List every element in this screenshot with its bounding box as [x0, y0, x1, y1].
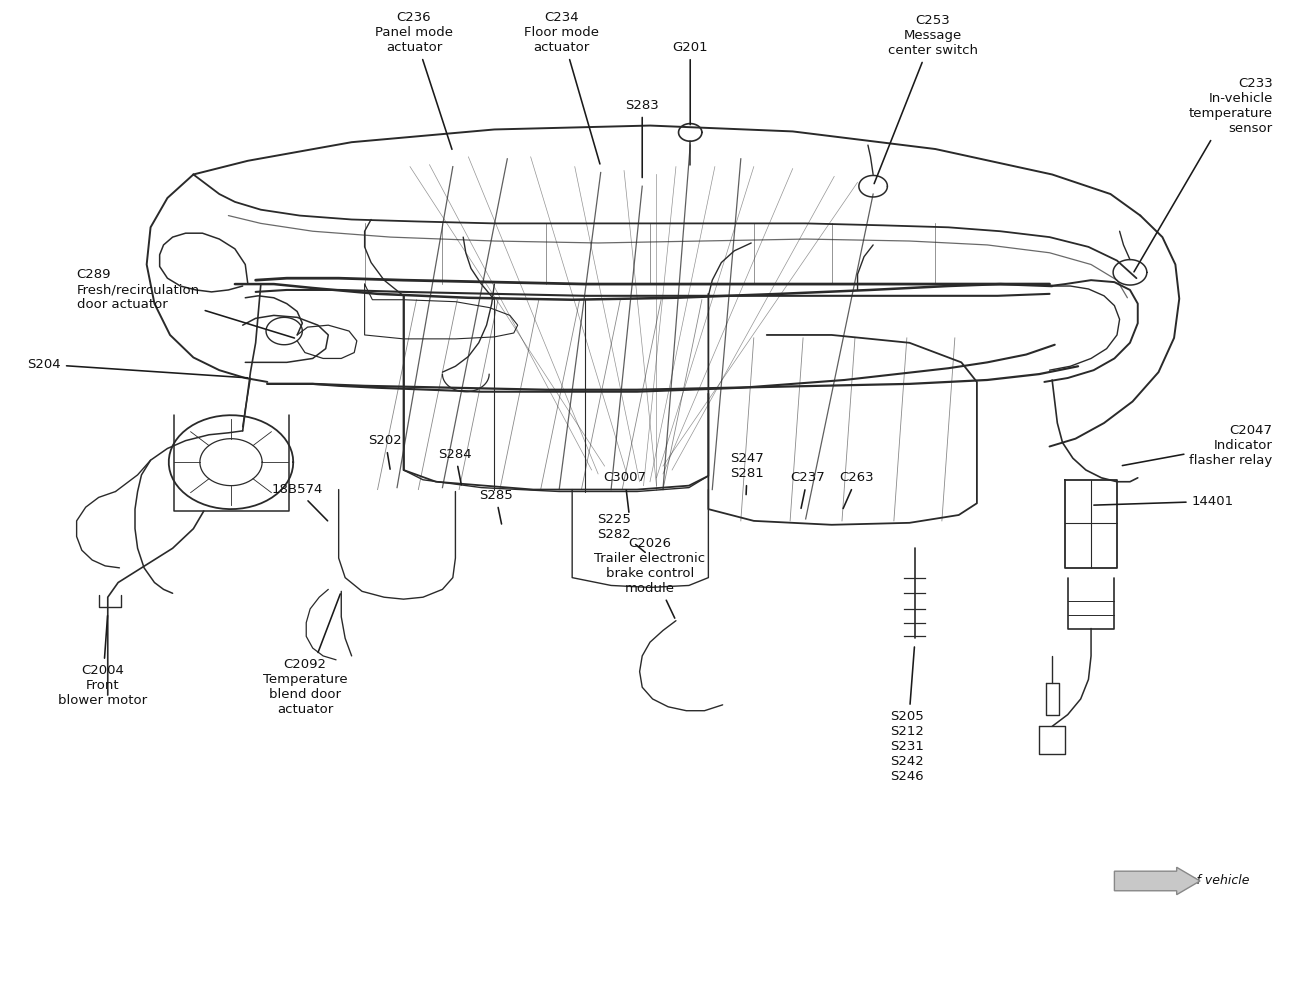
- Text: C2026
Trailer electronic
brake control
module: C2026 Trailer electronic brake control m…: [594, 537, 706, 618]
- Text: C289
Fresh/recirculation
door actuator: C289 Fresh/recirculation door actuator: [77, 268, 295, 338]
- FancyArrow shape: [1114, 867, 1200, 895]
- Text: S225
S282: S225 S282: [597, 513, 645, 552]
- Text: S202: S202: [368, 435, 402, 469]
- Text: front of vehicle: front of vehicle: [1154, 874, 1249, 887]
- Text: G201: G201: [672, 42, 708, 125]
- Text: S247
S281: S247 S281: [731, 452, 764, 495]
- Text: S204: S204: [27, 357, 248, 378]
- Text: C3007: C3007: [603, 471, 646, 512]
- Text: S205
S212
S231
S242
S246: S205 S212 S231 S242 S246: [891, 646, 924, 783]
- Text: C2004
Front
blower motor: C2004 Front blower motor: [58, 616, 147, 707]
- Text: S285: S285: [478, 489, 512, 524]
- Text: C2092
Temperature
blend door
actuator: C2092 Temperature blend door actuator: [263, 594, 347, 716]
- Text: S284: S284: [438, 447, 472, 485]
- Text: C236
Panel mode
actuator: C236 Panel mode actuator: [374, 11, 452, 149]
- Text: 14401: 14401: [1093, 495, 1234, 508]
- Text: C263: C263: [840, 471, 874, 509]
- Text: C253
Message
center switch: C253 Message center switch: [874, 14, 978, 183]
- Text: C2047
Indicator
flasher relay: C2047 Indicator flasher relay: [1122, 424, 1273, 467]
- Text: C233
In-vehicle
temperature
sensor: C233 In-vehicle temperature sensor: [1134, 77, 1273, 272]
- Text: S283: S283: [625, 99, 659, 177]
- Text: C234
Floor mode
actuator: C234 Floor mode actuator: [524, 11, 599, 164]
- Text: C237: C237: [790, 471, 826, 509]
- Text: 18B574: 18B574: [272, 483, 328, 521]
